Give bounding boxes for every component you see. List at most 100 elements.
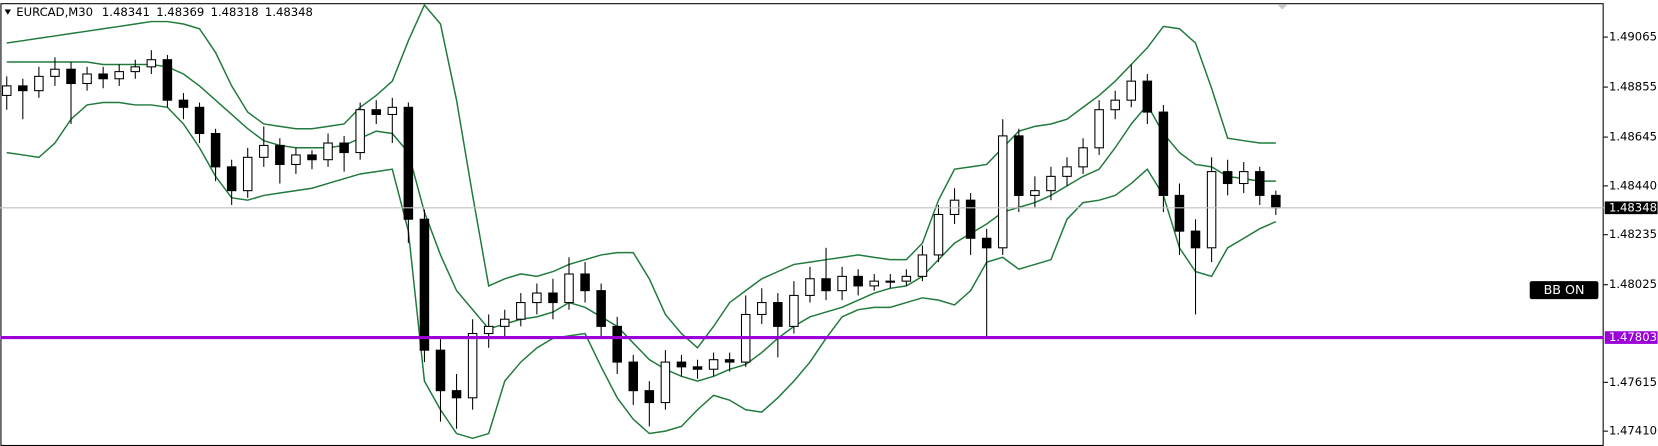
candle-body bbox=[933, 213, 944, 256]
candle-body bbox=[499, 318, 510, 327]
candle-body bbox=[66, 68, 76, 85]
level-box bbox=[1604, 331, 1658, 344]
last-price-box bbox=[1604, 201, 1658, 215]
candle-body bbox=[50, 68, 60, 77]
bands bbox=[6, 3, 1277, 440]
candle-body bbox=[1126, 80, 1137, 101]
candles bbox=[1, 50, 1281, 429]
candle-body bbox=[644, 390, 655, 404]
candle-body bbox=[1174, 194, 1185, 232]
y-tick-label: 1.47410 bbox=[1609, 424, 1657, 438]
candle-body bbox=[226, 166, 237, 192]
header-ohlc: 1.48348 bbox=[265, 5, 313, 19]
candle-body bbox=[660, 361, 671, 404]
y-tick-label: 1.48645 bbox=[1609, 130, 1657, 144]
band-upper bbox=[6, 3, 1276, 349]
band-middle bbox=[6, 61, 1276, 382]
candle-body bbox=[548, 292, 558, 304]
candle-body bbox=[885, 280, 896, 283]
candle-body bbox=[114, 71, 124, 80]
candle-body bbox=[1110, 99, 1120, 111]
candle-body bbox=[580, 273, 590, 292]
y-tick-label: 1.47615 bbox=[1609, 375, 1657, 389]
chart-title: EURCAD,M30 bbox=[16, 5, 93, 19]
candle-body bbox=[34, 75, 44, 92]
candle-body bbox=[724, 359, 735, 363]
candle-body bbox=[789, 294, 799, 327]
candle-body bbox=[773, 302, 783, 327]
candle-body bbox=[18, 85, 28, 92]
candle-body bbox=[451, 390, 462, 399]
menu-arrow[interactable] bbox=[4, 9, 11, 15]
y-tick-label: 1.48025 bbox=[1609, 277, 1657, 291]
candle-body bbox=[997, 135, 1008, 249]
candle-body bbox=[146, 59, 157, 68]
y-tick-label: 1.48235 bbox=[1609, 227, 1657, 241]
candle-body bbox=[1030, 190, 1040, 196]
candle-body bbox=[837, 275, 847, 292]
candle-body bbox=[82, 73, 92, 85]
header-ohlc: 1.48369 bbox=[156, 5, 204, 19]
candle-body bbox=[628, 361, 639, 392]
level-label: 1.47803 bbox=[1609, 330, 1657, 344]
candle-body bbox=[98, 73, 108, 80]
candle-body bbox=[194, 106, 205, 135]
badge-box bbox=[1529, 281, 1599, 300]
candle-body bbox=[1078, 147, 1088, 168]
candle-body bbox=[1190, 230, 1201, 249]
last-price-label: 1.48348 bbox=[1609, 200, 1657, 214]
candle-body bbox=[564, 273, 574, 304]
candle-body bbox=[323, 142, 333, 161]
candle-body bbox=[1158, 111, 1169, 196]
header-ohlc: 1.48341 bbox=[102, 5, 150, 19]
candle-body bbox=[853, 275, 863, 287]
candle-body bbox=[1, 85, 12, 96]
candle-body bbox=[965, 199, 976, 239]
candle-body bbox=[869, 280, 879, 287]
candle-body bbox=[355, 109, 365, 154]
candle-body bbox=[259, 144, 269, 158]
candle-body bbox=[242, 156, 253, 192]
candle-body bbox=[162, 59, 173, 101]
y-tick-label: 1.48855 bbox=[1609, 80, 1657, 94]
candle-body bbox=[1014, 135, 1024, 196]
candle-body bbox=[1062, 166, 1072, 177]
candle-body bbox=[339, 142, 349, 154]
candle-body bbox=[1046, 175, 1056, 192]
candle-body bbox=[917, 254, 928, 277]
candle-body bbox=[901, 275, 912, 282]
y-tick-label: 1.49065 bbox=[1609, 30, 1657, 44]
candle-body bbox=[1142, 80, 1153, 113]
candle-body bbox=[981, 237, 992, 249]
plot-frame bbox=[0, 3, 1604, 446]
candle-body bbox=[1271, 194, 1281, 209]
candle-body bbox=[516, 302, 526, 320]
candle-body bbox=[371, 109, 381, 115]
y-tick-label: 1.48440 bbox=[1609, 178, 1657, 192]
candle-body bbox=[210, 132, 221, 168]
candle-body bbox=[1206, 171, 1217, 249]
price-axis: 1.49065 1.48855 1.48645 1.48440 1.48235 1.480… bbox=[1603, 30, 1658, 438]
candle-body bbox=[483, 325, 494, 335]
header-ohlc: 1.48318 bbox=[211, 5, 259, 19]
band-lower bbox=[6, 101, 1277, 440]
shift-marker bbox=[1277, 4, 1288, 10]
candle-body bbox=[467, 332, 478, 399]
candle-body bbox=[178, 99, 189, 108]
candle-body bbox=[1238, 171, 1249, 185]
candle-body bbox=[435, 349, 446, 392]
candle-body bbox=[275, 144, 285, 165]
candle-body bbox=[757, 302, 767, 315]
candle-body bbox=[1255, 171, 1265, 196]
candle-body bbox=[307, 154, 317, 161]
candle-body bbox=[596, 290, 606, 327]
candle-body bbox=[403, 106, 414, 220]
candle-body bbox=[805, 278, 815, 296]
candle-body bbox=[708, 359, 719, 370]
badge-label: BB ON bbox=[1544, 282, 1585, 297]
candle-body bbox=[419, 218, 430, 351]
candle-body bbox=[821, 278, 831, 292]
candle-body bbox=[612, 325, 622, 363]
candle-body bbox=[291, 154, 301, 165]
